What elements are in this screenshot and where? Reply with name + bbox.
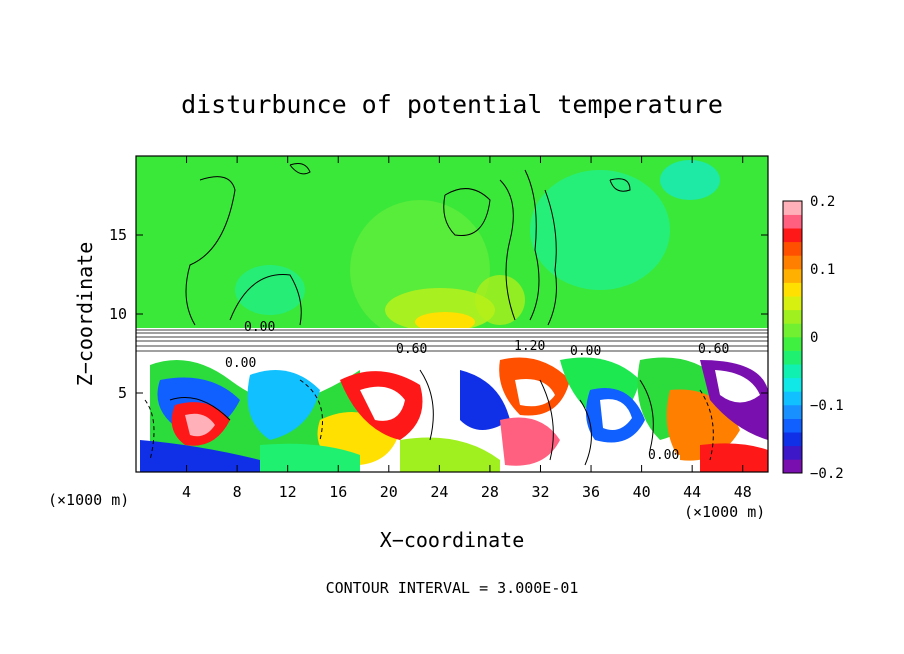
- colorbar-swatch: [783, 405, 802, 419]
- contour-interval: CONTOUR INTERVAL = 3.000E-01: [326, 579, 579, 597]
- contour-label: 0.00: [648, 448, 679, 463]
- colorbar-swatch: [783, 255, 802, 270]
- eddy: [247, 370, 320, 440]
- x-tick-label: 20: [380, 483, 398, 501]
- contour-label: 1.20: [514, 339, 545, 354]
- interface-contours: [136, 329, 768, 352]
- colorbar-swatch: [783, 282, 802, 297]
- colorbar-swatch: [783, 364, 802, 379]
- x-tick-label: 12: [279, 483, 297, 501]
- contour-labels: 0.00 0.00 0.60 1.20 0.00 0.60 0.00: [225, 320, 729, 463]
- colorbar-frame: [782, 200, 803, 474]
- eddy: [500, 417, 560, 466]
- colorbar-swatch: [783, 445, 802, 460]
- contour-label: 0.00: [225, 356, 256, 371]
- y-tick-label: 5: [118, 384, 127, 402]
- colorbar-ticks: 0.2 0.1 0 −0.1 −0.2: [810, 194, 844, 482]
- colorbar-tick-label: 0: [810, 330, 818, 346]
- eddy: [140, 440, 260, 472]
- x-tick-label: 44: [683, 483, 701, 501]
- colorbar-swatch: [783, 418, 802, 433]
- colorbar-tick-label: 0.2: [810, 194, 835, 210]
- x-unit-left: (×1000 m): [48, 491, 129, 509]
- upper-patch: [530, 170, 670, 290]
- x-tick-label: 32: [531, 483, 549, 501]
- y-axis-ticks: 5 10 15: [109, 226, 768, 402]
- eddy: [460, 370, 510, 430]
- colorbar-swatch: [783, 391, 802, 406]
- colorbar-swatch: [783, 214, 802, 229]
- contour-label: 0.00: [570, 344, 601, 359]
- colorbar-swatch: [783, 201, 802, 215]
- contour-lines: [169, 163, 654, 466]
- eddy: [600, 399, 632, 431]
- x-unit-right: (×1000 m): [684, 503, 765, 521]
- upper-patch: [235, 265, 305, 315]
- colorbar-tick-label: −0.1: [810, 398, 844, 414]
- x-tick-label: 8: [233, 483, 242, 501]
- upper-patch: [475, 275, 525, 325]
- colorbar-tick-label: −0.2: [810, 466, 844, 482]
- eddy: [515, 379, 555, 407]
- x-tick-label: 40: [633, 483, 651, 501]
- colorbar-swatch: [783, 432, 802, 447]
- colorbar-swatch: [783, 296, 802, 311]
- colorbar-swatch: [783, 269, 802, 283]
- colorbar: [783, 201, 802, 474]
- upper-patch: [415, 312, 475, 332]
- eddy: [700, 443, 768, 472]
- eddy: [360, 386, 405, 421]
- contour-lines-dashed: [144, 379, 714, 461]
- colorbar-swatch: [783, 350, 802, 365]
- colorbar-swatch: [783, 323, 802, 338]
- y-tick-label: 10: [109, 305, 127, 323]
- eddy: [260, 443, 360, 472]
- colorbar-swatch: [783, 377, 802, 392]
- colorbar-swatch: [783, 337, 802, 351]
- eddy: [185, 413, 215, 437]
- contour-label: 0.00: [244, 320, 275, 335]
- x-tick-label: 36: [582, 483, 600, 501]
- eddy: [715, 370, 760, 403]
- x-tick-label: 4: [182, 483, 191, 501]
- contour-label: 0.60: [698, 342, 729, 357]
- chart-title: disturbunce of potential temperature: [181, 90, 723, 119]
- x-axis-ticks: 4 8 12 16 20 24 28 32 36 40 44 48: [182, 156, 752, 501]
- y-tick-label: 15: [109, 226, 127, 244]
- heatmap-plot: 0.00 0.00 0.60 1.20 0.00 0.60 0.00: [136, 156, 768, 472]
- x-tick-label: 28: [481, 483, 499, 501]
- contour-label: 0.60: [396, 342, 427, 357]
- x-tick-label: 16: [329, 483, 347, 501]
- eddy: [400, 437, 500, 472]
- colorbar-swatch: [783, 228, 802, 243]
- x-axis-label: X−coordinate: [380, 528, 525, 552]
- colorbar-swatch: [783, 309, 802, 324]
- y-axis-label: Z−coordinate: [73, 242, 97, 387]
- colorbar-tick-label: 0.1: [810, 262, 835, 278]
- colorbar-swatch: [783, 459, 802, 474]
- colorbar-swatch: [783, 241, 802, 256]
- upper-patch: [660, 160, 720, 200]
- x-tick-label: 24: [430, 483, 448, 501]
- x-tick-label: 48: [734, 483, 752, 501]
